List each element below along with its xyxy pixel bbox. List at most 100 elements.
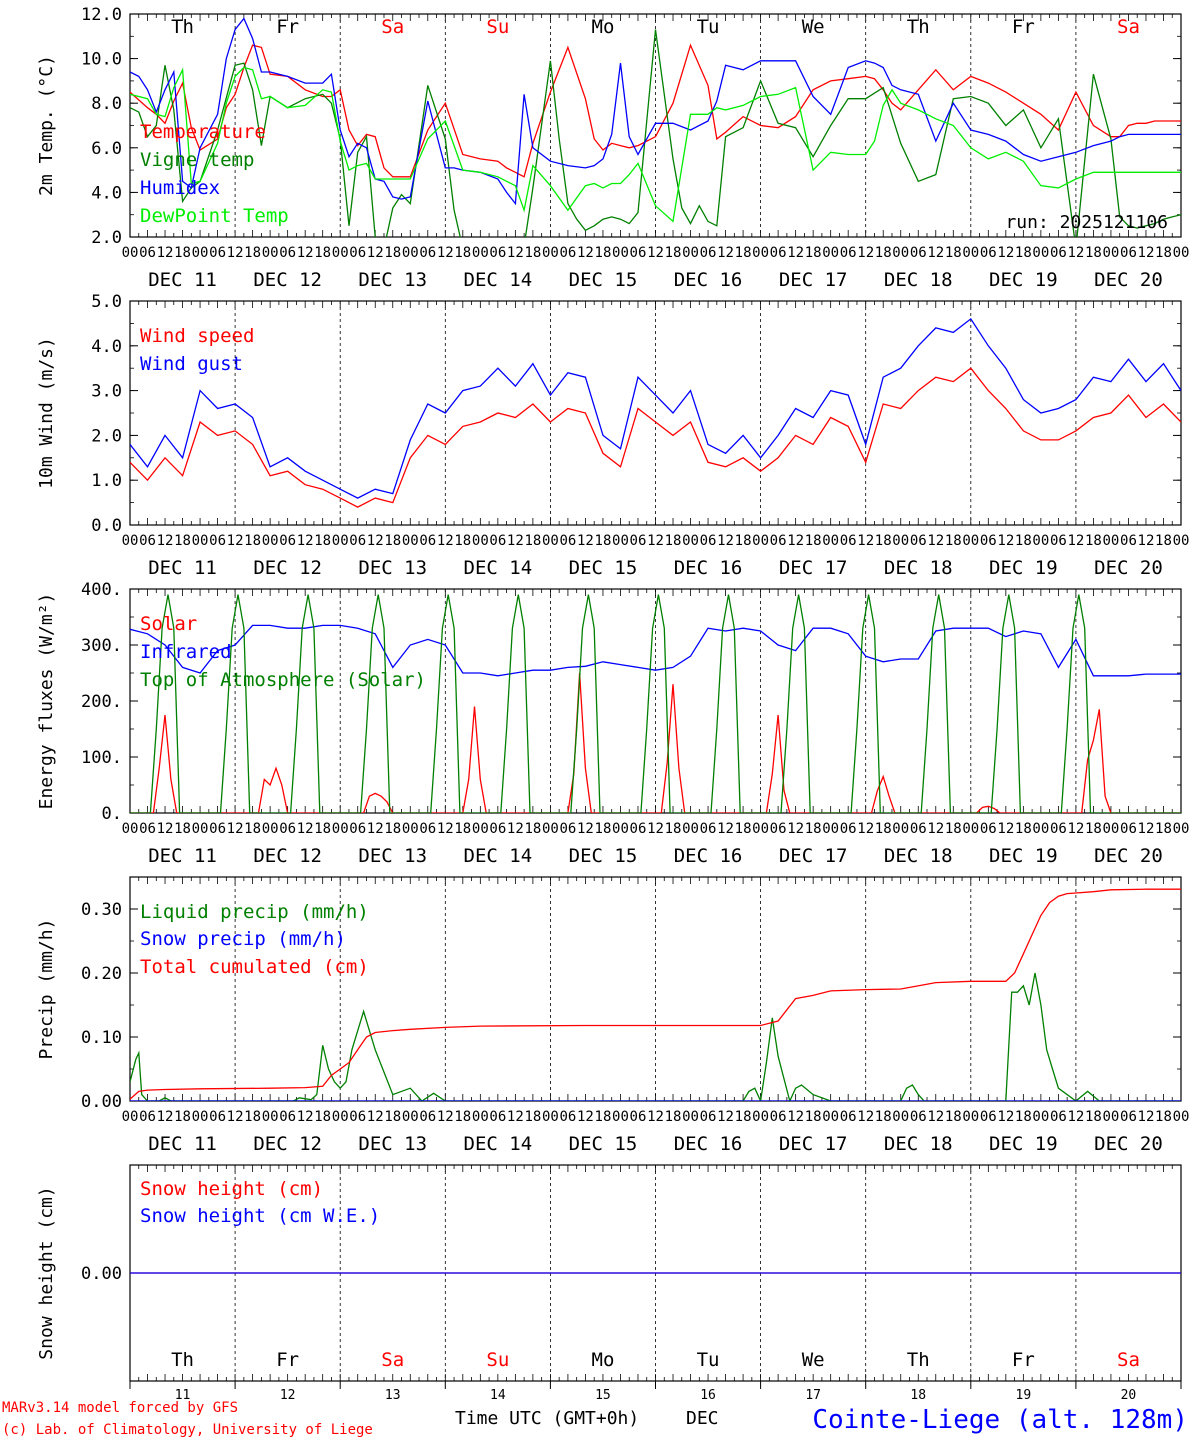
day-name-label: Fr xyxy=(276,1349,299,1371)
hour-tick-label: 18 xyxy=(735,821,752,837)
day-name-label: Tu xyxy=(697,1349,720,1371)
hour-tick-label: 18 xyxy=(875,1109,892,1125)
hour-tick-label: 00 xyxy=(472,533,489,549)
hour-tick-label: 06 xyxy=(279,821,296,837)
hour-tick-label: 18 xyxy=(875,245,892,261)
hour-tick-label: 18 xyxy=(384,245,401,261)
day-name-label: We xyxy=(802,16,825,38)
temp-legend-entry: Temperature xyxy=(140,121,266,143)
hour-tick-label: 00 xyxy=(612,821,629,837)
temp-legend-entry: DewPoint Temp xyxy=(140,205,289,227)
hour-tick-label: 00 xyxy=(542,821,559,837)
precip-y-tick-label: 0.10 xyxy=(81,1028,122,1048)
hour-tick-label: 12 xyxy=(927,245,944,261)
wind-y-tick-label: 3.0 xyxy=(91,382,122,402)
hour-tick-label: 18 xyxy=(524,1109,541,1125)
hour-tick-label: 12 xyxy=(857,821,874,837)
hour-tick-label: 18 xyxy=(595,821,612,837)
hour-tick-label: 12 xyxy=(367,821,384,837)
energy-series-solar xyxy=(130,672,1181,813)
day-number-label: 19 xyxy=(1016,1388,1032,1403)
hour-tick-label: 12 xyxy=(997,533,1014,549)
precip-legend-entry: Snow precip (mm/h) xyxy=(140,928,346,950)
hour-tick-label: 00 xyxy=(402,533,419,549)
hour-tick-label: 12 xyxy=(367,533,384,549)
snow-legend-entry: Snow height (cm W.E.) xyxy=(140,1205,380,1227)
wind-y-tick-label: 1.0 xyxy=(91,471,122,491)
hour-tick-label: 12 xyxy=(367,245,384,261)
date-label: DEC 13 xyxy=(358,845,427,867)
hour-tick-label: 12 xyxy=(1067,533,1084,549)
hour-tick-label: 00 xyxy=(612,533,629,549)
hour-tick-label: 06 xyxy=(139,1109,156,1125)
hour-tick-label: 18 xyxy=(314,245,331,261)
hour-tick-label: 12 xyxy=(717,245,734,261)
hour-tick-label: 06 xyxy=(770,821,787,837)
hour-tick-label: 18 xyxy=(174,245,191,261)
hour-tick-label: 18 xyxy=(174,821,191,837)
wind-y-tick-label: 4.0 xyxy=(91,337,122,357)
hour-tick-label: 00 xyxy=(822,1109,839,1125)
hour-tick-label: 18 xyxy=(314,533,331,549)
date-label: DEC 17 xyxy=(779,845,848,867)
hour-tick-label: 00 xyxy=(192,533,209,549)
day-name-label: Th xyxy=(171,1349,194,1371)
hour-tick-label: 00 xyxy=(122,245,139,261)
precip-y-axis-label: Precip (mm/h) xyxy=(36,919,57,1060)
hour-tick-label: 00 xyxy=(472,821,489,837)
energy-y-tick-label: 100. xyxy=(81,748,122,768)
hour-tick-label: 12 xyxy=(297,245,314,261)
hour-tick-label: 18 xyxy=(665,245,682,261)
hour-tick-label: 00 xyxy=(402,821,419,837)
date-label: DEC 20 xyxy=(1094,557,1163,579)
hour-tick-label: 18 xyxy=(875,533,892,549)
footer-time-label: Time UTC (GMT+0h) xyxy=(455,1408,639,1429)
hour-tick-label: 12 xyxy=(1138,821,1155,837)
snow-y-axis-label: Snow height (cm) xyxy=(36,1186,57,1359)
hour-tick-label: 00 xyxy=(1173,533,1190,549)
hour-tick-label: 12 xyxy=(857,1109,874,1125)
hour-tick-label: 18 xyxy=(244,245,261,261)
hour-tick-label: 18 xyxy=(244,533,261,549)
hour-tick-label: 12 xyxy=(927,533,944,549)
hour-tick-label: 12 xyxy=(1138,533,1155,549)
energy-y-axis-label: Energy fluxes (W/m²) xyxy=(36,593,57,810)
temp-y-tick-label: 10.0 xyxy=(81,50,122,70)
day-name-label: Fr xyxy=(276,16,299,38)
date-label: DEC 14 xyxy=(464,1133,533,1155)
energy-y-tick-label: 300. xyxy=(81,636,122,656)
day-name-label: Su xyxy=(486,16,509,38)
hour-tick-label: 06 xyxy=(700,245,717,261)
hour-tick-label: 12 xyxy=(647,245,664,261)
temp-series-group xyxy=(130,17,1181,237)
day-name-label: Sa xyxy=(381,1349,404,1371)
hour-tick-label: 06 xyxy=(700,821,717,837)
day-name-label: Fr xyxy=(1012,16,1035,38)
hour-tick-label: 06 xyxy=(209,821,226,837)
day-number-label: 14 xyxy=(490,1388,506,1403)
hour-tick-label: 12 xyxy=(577,1109,594,1125)
precip-y-tick-label: 0.00 xyxy=(81,1092,122,1112)
date-label: DEC 15 xyxy=(569,269,638,291)
hour-tick-label: 18 xyxy=(735,533,752,549)
date-label: DEC 11 xyxy=(148,1133,217,1155)
hour-tick-label: 06 xyxy=(209,1109,226,1125)
wind-y-tick-label: 0.0 xyxy=(91,516,122,536)
hour-tick-label: 18 xyxy=(945,533,962,549)
hour-tick-label: 00 xyxy=(1032,245,1049,261)
hour-tick-label: 00 xyxy=(612,1109,629,1125)
hour-tick-label: 12 xyxy=(857,533,874,549)
hour-tick-label: 00 xyxy=(1032,821,1049,837)
hour-tick-label: 12 xyxy=(437,1109,454,1125)
hour-tick-label: 00 xyxy=(892,1109,909,1125)
hour-tick-label: 00 xyxy=(682,1109,699,1125)
date-label: DEC 15 xyxy=(569,845,638,867)
footer-station: Cointe-Liege (alt. 128m) xyxy=(812,1405,1188,1435)
hour-tick-label: 00 xyxy=(262,821,279,837)
hour-tick-label: 18 xyxy=(1155,821,1172,837)
date-label: DEC 13 xyxy=(358,269,427,291)
hour-tick-label: 06 xyxy=(700,533,717,549)
hour-tick-label: 12 xyxy=(787,533,804,549)
temp-series-humidex xyxy=(130,17,1181,206)
hour-tick-label: 00 xyxy=(122,1109,139,1125)
